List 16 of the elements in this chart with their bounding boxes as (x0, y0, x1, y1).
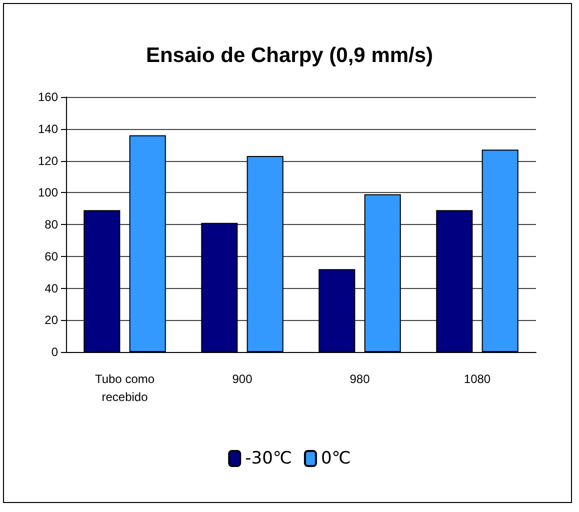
legend-label: 0℃ (320, 448, 351, 468)
y-tick-label: 120 (38, 154, 58, 168)
y-tick-label: 160 (38, 90, 58, 104)
y-tick-label: 80 (44, 218, 58, 232)
y-tick-label: 0 (51, 345, 58, 359)
y-tick-label: 20 (44, 313, 58, 328)
legend-label: -30℃ (245, 448, 292, 468)
x-tick-label: 980 (350, 372, 370, 386)
y-tick-label: 100 (38, 186, 58, 200)
chart-title: Ensaio de Charpy (0,9 mm/s) (146, 44, 434, 67)
y-tick-label: 40 (44, 281, 58, 296)
x-tick-label: 900 (232, 372, 253, 386)
x-tick-label: Tubo como recebido (94, 372, 155, 404)
x-tick-label: 1080 (464, 372, 491, 386)
y-tick-label: 140 (38, 122, 58, 136)
y-tick-label: 60 (44, 249, 58, 264)
